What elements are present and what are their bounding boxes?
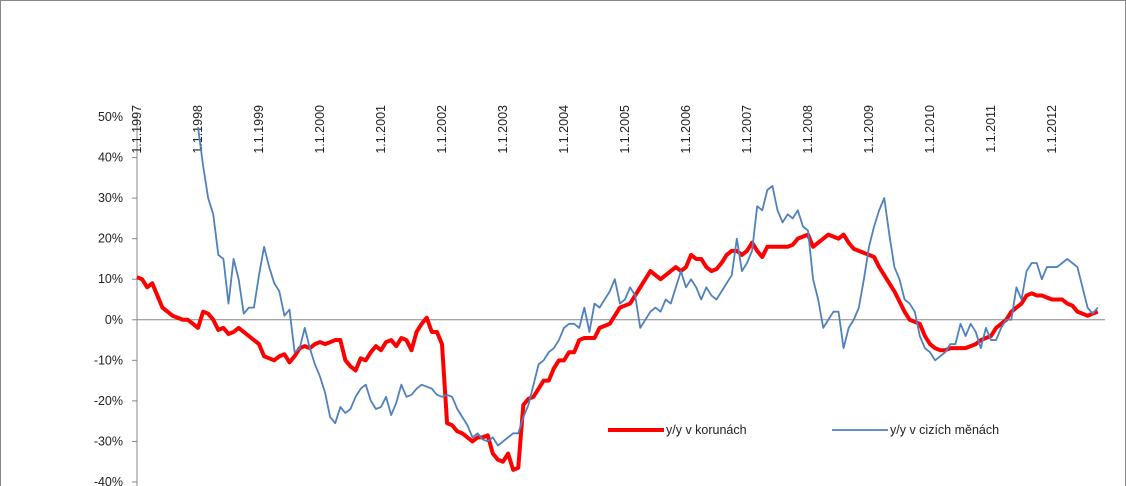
legend-label: y/y v cizích měnách bbox=[890, 423, 999, 437]
y-tick-label: 40% bbox=[98, 151, 123, 165]
line-series bbox=[197, 127, 1099, 447]
x-tick-label: 1.1.2004 bbox=[557, 105, 571, 154]
x-tick-label: 1.1.2007 bbox=[740, 105, 754, 154]
x-tick-label: 1.1.2001 bbox=[374, 105, 388, 154]
x-tick-label: 1.1.2011 bbox=[984, 105, 998, 153]
x-tick-label: 1.1.2005 bbox=[618, 105, 632, 154]
legend-label: y/y v korunách bbox=[666, 423, 747, 437]
x-tick-label: 1.1.2008 bbox=[801, 105, 815, 154]
y-tick-label: 10% bbox=[98, 272, 123, 286]
x-tick-label: 1.1.1997 bbox=[130, 105, 144, 154]
x-tick-label: 1.1.1999 bbox=[252, 105, 266, 154]
x-tick-label: 1.1.2012 bbox=[1045, 105, 1059, 154]
x-tick-label: 1.1.2006 bbox=[679, 105, 693, 154]
x-tick-label: 1.1.2000 bbox=[313, 105, 327, 154]
y-tick-label: 50% bbox=[98, 110, 123, 124]
y-tick-label: 0% bbox=[105, 313, 123, 327]
x-tick-label: 1.1.2009 bbox=[862, 105, 876, 154]
y-tick-label: 20% bbox=[98, 232, 123, 246]
line-series bbox=[136, 232, 1099, 472]
y-tick-label: -20% bbox=[94, 394, 123, 408]
x-tick-label: 1.1.2010 bbox=[923, 105, 937, 154]
x-tick-label: 1.1.2002 bbox=[435, 105, 449, 154]
y-tick-label: 30% bbox=[98, 191, 123, 205]
y-tick-label: -30% bbox=[94, 434, 123, 448]
y-tick-label: -40% bbox=[94, 475, 123, 486]
y-tick-label: -10% bbox=[94, 353, 123, 367]
x-tick-label: 1.1.2003 bbox=[496, 105, 510, 154]
